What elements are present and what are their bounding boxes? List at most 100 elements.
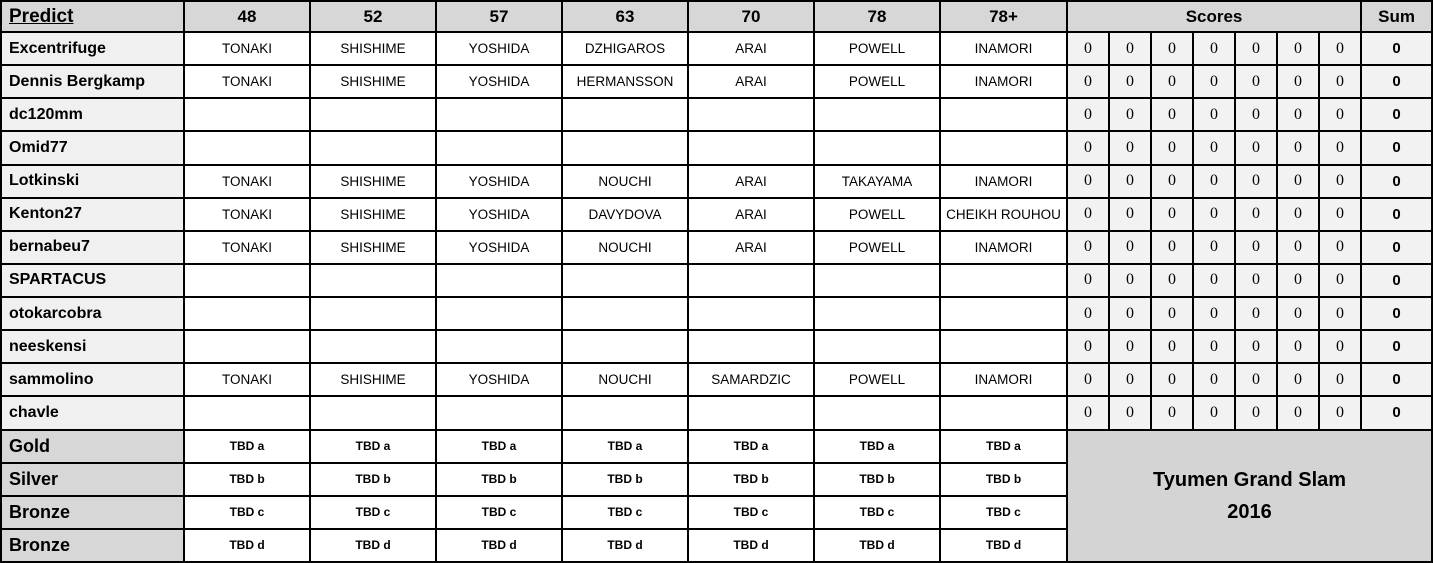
prediction-cell <box>309 262 437 299</box>
player-name: chavle <box>0 395 185 431</box>
prediction-cell <box>309 329 437 365</box>
score-cell: 0 <box>1066 97 1110 133</box>
sum-cell: 0 <box>1360 64 1433 100</box>
player-name: neeskensi <box>0 329 185 365</box>
score-cell: 0 <box>1317 329 1363 365</box>
prediction-cell <box>687 395 815 431</box>
score-cell: 0 <box>1108 64 1152 100</box>
prediction-cell <box>309 295 437 332</box>
prediction-cell <box>939 130 1068 166</box>
prediction-cell <box>687 130 815 166</box>
prediction-cell <box>309 130 437 166</box>
prediction-cell <box>687 97 815 133</box>
tournament-title-cell: Tyumen Grand Slam 2016 <box>1065 428 1433 563</box>
score-cell: 0 <box>1276 30 1320 67</box>
column-header-weight-63: 63 <box>561 0 689 33</box>
tbd-cell: TBD d <box>939 527 1068 563</box>
prediction-cell: ARAI <box>687 64 815 100</box>
prediction-cell <box>183 329 311 365</box>
score-cell: 0 <box>1108 362 1152 398</box>
tbd-cell: TBD b <box>561 461 689 497</box>
player-row: neeskensi 0 0 0 0 0 0 0 0 <box>0 329 1433 365</box>
score-cell: 0 <box>1234 229 1278 265</box>
tbd-cell: TBD b <box>687 461 815 497</box>
column-header-weight-70: 70 <box>687 0 815 33</box>
player-name: sammolino <box>0 362 185 398</box>
score-cell: 0 <box>1150 97 1194 133</box>
prediction-cell <box>813 130 941 166</box>
tbd-cell: TBD d <box>309 527 437 563</box>
score-cell: 0 <box>1276 395 1320 431</box>
score-cell: 0 <box>1066 30 1110 67</box>
tbd-cell: TBD d <box>183 527 311 563</box>
score-cell: 0 <box>1317 97 1363 133</box>
score-cell: 0 <box>1192 196 1236 232</box>
prediction-cell: SHISHIME <box>309 30 437 67</box>
tbd-cell: TBD c <box>939 494 1068 530</box>
score-cell: 0 <box>1317 362 1363 398</box>
score-cell: 0 <box>1234 196 1278 232</box>
score-cell: 0 <box>1192 395 1236 431</box>
prediction-cell <box>183 262 311 299</box>
score-cell: 0 <box>1150 329 1194 365</box>
prediction-cell <box>561 329 689 365</box>
prediction-cell <box>687 262 815 299</box>
score-cell: 0 <box>1150 229 1194 265</box>
sum-cell: 0 <box>1360 395 1433 431</box>
prediction-cell: ARAI <box>687 229 815 265</box>
prediction-cell <box>813 97 941 133</box>
prediction-cell: POWELL <box>813 196 941 232</box>
score-cell: 0 <box>1066 362 1110 398</box>
score-cell: 0 <box>1192 130 1236 166</box>
score-cell: 0 <box>1108 196 1152 232</box>
tbd-cell: TBD b <box>813 461 941 497</box>
prediction-cell: SHISHIME <box>309 196 437 232</box>
prediction-cell <box>939 262 1068 299</box>
tbd-cell: TBD c <box>435 494 563 530</box>
score-cell: 0 <box>1276 97 1320 133</box>
score-cell: 0 <box>1234 163 1278 199</box>
tbd-cell: TBD c <box>309 494 437 530</box>
prediction-cell: POWELL <box>813 229 941 265</box>
score-cell: 0 <box>1192 329 1236 365</box>
score-cell: 0 <box>1066 262 1110 299</box>
sum-cell: 0 <box>1360 262 1433 299</box>
column-header-weight-57: 57 <box>435 0 563 33</box>
score-cell: 0 <box>1192 163 1236 199</box>
prediction-cell: POWELL <box>813 30 941 67</box>
score-cell: 0 <box>1192 262 1236 299</box>
score-cell: 0 <box>1276 163 1320 199</box>
sum-cell: 0 <box>1360 196 1433 232</box>
prediction-cell: TONAKI <box>183 163 311 199</box>
score-cell: 0 <box>1234 262 1278 299</box>
column-header-weight-52: 52 <box>309 0 437 33</box>
score-cell: 0 <box>1192 64 1236 100</box>
medal-label: Gold <box>0 428 185 464</box>
prediction-cell: TONAKI <box>183 229 311 265</box>
player-row: bernabeu7 TONAKI SHISHIME YOSHIDA NOUCHI ARAI… <box>0 229 1433 265</box>
prediction-cell <box>183 295 311 332</box>
score-cell: 0 <box>1276 229 1320 265</box>
prediction-cell <box>813 329 941 365</box>
score-cell: 0 <box>1276 262 1320 299</box>
score-cell: 0 <box>1108 97 1152 133</box>
score-cell: 0 <box>1150 196 1194 232</box>
column-header-weight-48: 48 <box>183 0 311 33</box>
prediction-cell <box>813 395 941 431</box>
score-cell: 0 <box>1192 362 1236 398</box>
score-cell: 0 <box>1066 395 1110 431</box>
player-row: Dennis Bergkamp TONAKI SHISHIME YOSHIDA HERM… <box>0 64 1433 100</box>
prediction-cell: TONAKI <box>183 196 311 232</box>
player-row: Kenton27 TONAKI SHISHIME YOSHIDA DAVYDOVA ARA… <box>0 196 1433 232</box>
score-cell: 0 <box>1150 295 1194 332</box>
player-row: chavle 0 0 0 0 0 0 0 0 <box>0 395 1433 431</box>
player-name: otokarcobra <box>0 295 185 332</box>
tbd-cell: TBD a <box>309 428 437 464</box>
score-cell: 0 <box>1276 130 1320 166</box>
score-cell: 0 <box>1317 295 1363 332</box>
tbd-cell: TBD c <box>813 494 941 530</box>
score-cell: 0 <box>1108 295 1152 332</box>
